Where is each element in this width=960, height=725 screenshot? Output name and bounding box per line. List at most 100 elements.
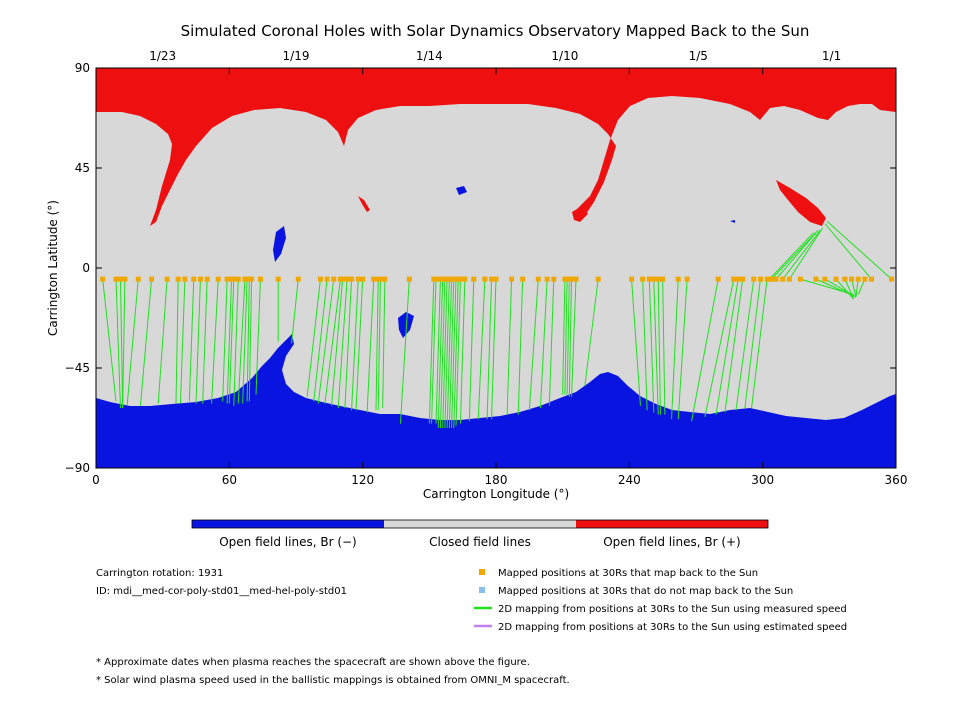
mapped-position-marker [224,276,230,282]
mapped-position-marker [544,276,550,282]
mapping-line [775,229,819,280]
mapping-line [377,279,381,411]
mapping-line [771,232,817,280]
mapping-line [691,279,719,422]
mapping-line [255,279,261,395]
mapping-line [317,279,335,404]
mapped-position-marker [889,276,895,282]
mapping-line [222,279,228,402]
mapped-position-marker [149,276,155,282]
mapping-line [437,279,444,429]
mapped-position-marker [406,276,412,282]
legend-marker-unmapped [479,587,485,593]
mapped-position-marker [869,276,875,282]
date-tick-label: 1/23 [149,49,176,63]
colorbar-label-closed: Closed field lines [429,535,531,549]
x-tick-label: 360 [885,473,908,487]
mapped-position-marker [324,276,330,282]
legend-label-unmapped: Mapped positions at 30Rs that do not map… [498,586,793,597]
mapping-line [337,279,348,409]
mapping-line [724,279,744,413]
mapped-position-marker [646,276,652,282]
mapping-line [453,279,459,429]
mapped-position-marker [457,276,463,282]
mapping-line [102,279,117,402]
mapped-position-marker [175,276,181,282]
mapping-line [855,279,859,297]
mapping-line [446,279,453,429]
mapped-position-marker [842,276,848,282]
negative-open-field-patch [273,226,286,262]
mapped-position-marker [377,276,383,282]
mapping-line [119,279,124,409]
mapping-line [324,279,341,404]
mapping-line [824,278,857,298]
mapping-line [435,279,441,424]
mapped-position-marker [382,276,388,282]
chart-title: Simulated Coronal Holes with Solar Dynam… [181,22,810,40]
mapping-line [448,279,455,429]
mapped-position-marker [231,276,237,282]
mapped-position-marker [757,276,763,282]
mapped-position-marker [317,276,323,282]
mapping-line [202,279,208,404]
mapping-line [468,279,475,422]
x-axis: 0 60 120 180 240 300 360 [92,68,907,487]
mapping-line [382,279,386,409]
mapped-position-marker [197,276,203,282]
x-tick-label: 300 [751,473,774,487]
date-tick-label: 1/1 [822,49,841,63]
mapped-position-marker [182,276,188,282]
mapped-position-marker [462,276,468,282]
legend-label-mapped: Mapped positions at 30Rs that map back t… [498,568,758,579]
negative-open-field-patch [398,312,414,338]
mapped-position-marker [275,276,281,282]
date-axis: 1/23 1/19 1/14 1/10 1/5 1/1 [149,49,841,63]
mapped-position-marker [813,276,819,282]
mapped-position-marker [100,276,106,282]
mapped-position-marker [191,276,197,282]
mapping-line [228,279,235,404]
mapping-line [835,278,855,300]
mapping-line [375,279,379,411]
mapped-position-marker [731,276,737,282]
carrington-rotation: Carrington rotation: 1931 [96,568,223,579]
mapped-position-marker [117,276,123,282]
mapped-position-marker [595,276,601,282]
mapping-line [306,279,321,397]
x-tick-label: 180 [485,473,508,487]
mapped-position-marker [509,276,515,282]
mapped-position-marker [344,276,350,282]
mapped-position-marker [204,276,210,282]
mapped-position-marker [360,276,366,282]
x-tick-label: 60 [222,473,237,487]
mapping-line [653,279,659,415]
mapping-line [642,279,648,411]
mapping-line [566,279,570,395]
mapping-line [568,279,573,397]
y-tick-label: 90 [75,61,90,75]
positive-open-field-patch [776,180,826,226]
mapped-position-marker [331,276,337,282]
colorbar-closed [384,520,576,528]
mapped-position-marker [655,276,661,282]
positive-open-field-patch [572,206,588,222]
mapping-line [751,279,768,409]
mapped-position-marker [740,276,746,282]
date-tick-label: 1/5 [689,49,708,63]
mapped-position-marker [433,276,439,282]
mapping-line [562,279,566,395]
mapped-position-marker [862,276,868,282]
legend-marker-mapped [479,569,485,575]
legend: Mapped positions at 30Rs that map back t… [474,568,847,633]
x-tick-label: 0 [92,473,100,487]
y-tick-label: 45 [75,161,90,175]
mapped-position-marker [122,276,128,282]
mapping-line [122,279,126,409]
colorbar: Open field lines, Br (−) Closed field li… [191,519,769,549]
mapping-line [768,232,815,280]
mapped-position-marker [735,276,741,282]
mapping-line [477,279,486,420]
mapping-line [506,279,513,415]
